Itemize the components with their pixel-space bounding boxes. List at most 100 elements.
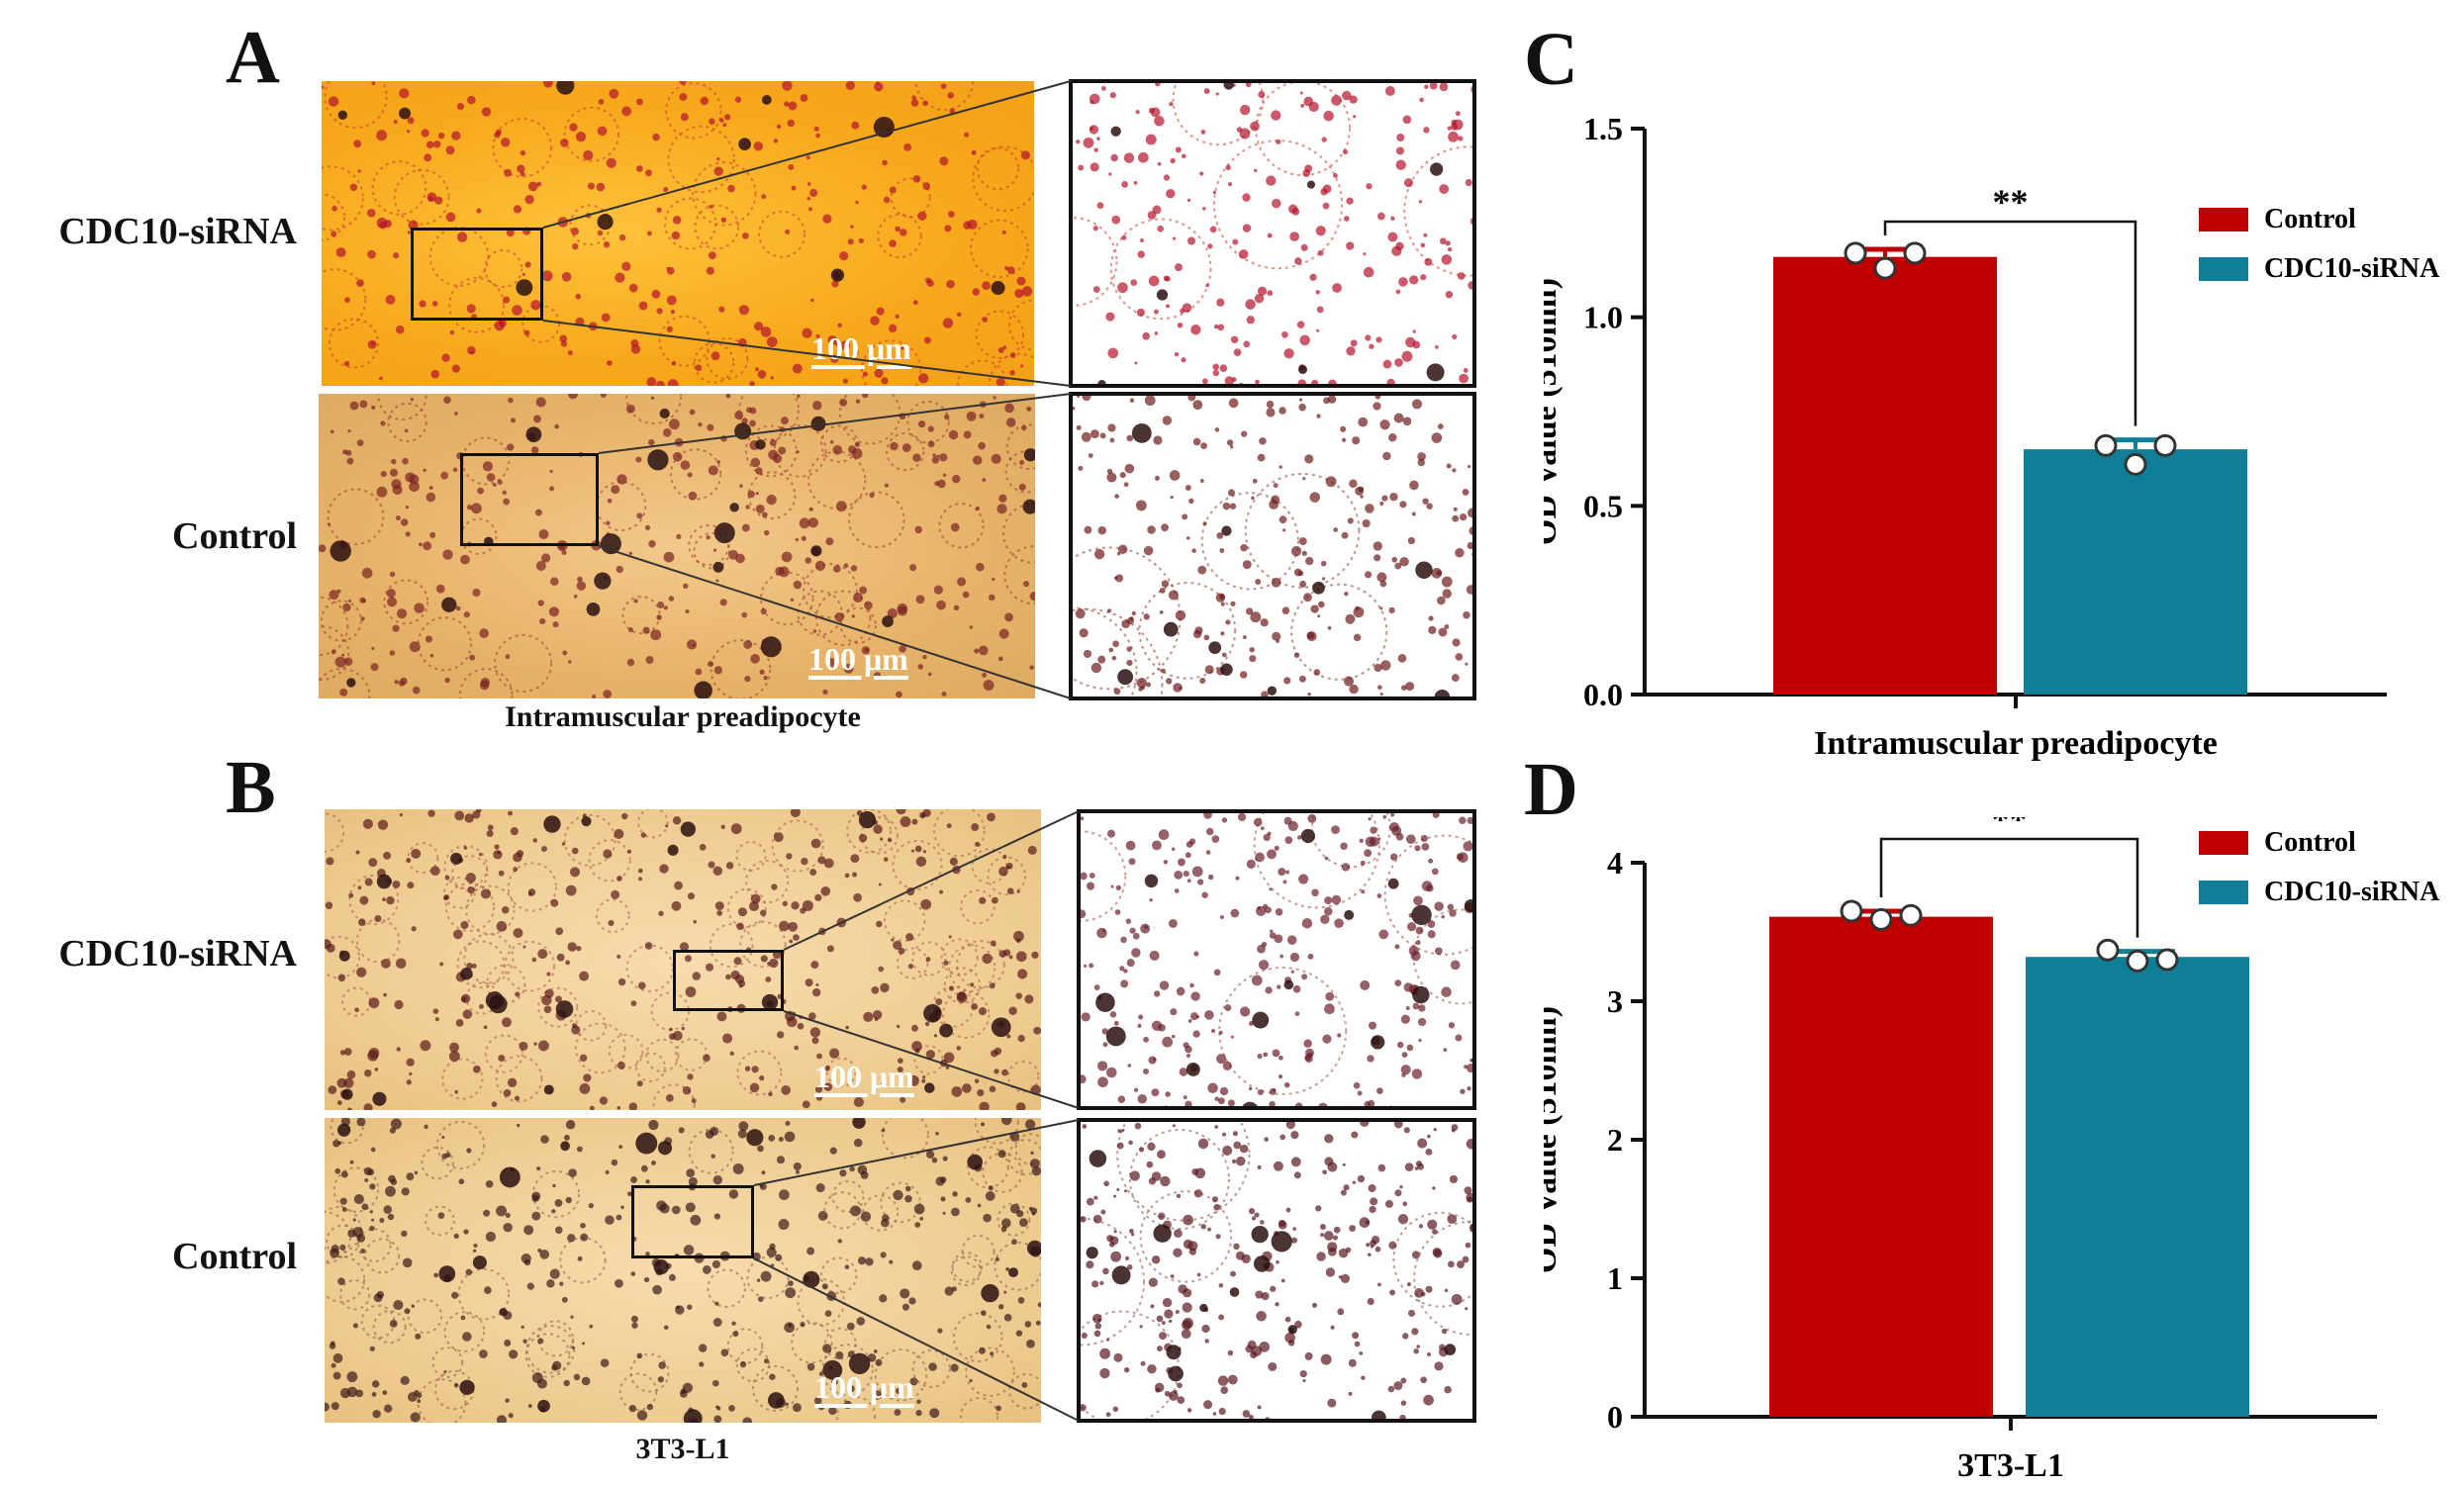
dark-particle [1153, 1224, 1172, 1243]
lipid-droplet [440, 471, 449, 480]
lipid-droplet [914, 1048, 920, 1054]
cell-outline [621, 596, 661, 635]
lipid-droplet [1105, 1412, 1111, 1418]
lipid-droplet [322, 85, 325, 89]
cell-outline [393, 168, 450, 226]
lipid-droplet [1256, 905, 1267, 917]
lipid-droplet [738, 305, 750, 316]
cell-outline [536, 1320, 574, 1357]
lipid-droplet [383, 1205, 393, 1214]
lipid-droplet [1411, 1069, 1423, 1079]
lipid-droplet [455, 1019, 464, 1027]
lipid-droplet [402, 1257, 413, 1268]
lipid-droplet [534, 509, 542, 516]
lipid-droplet [732, 1162, 744, 1174]
lipid-droplet [1316, 328, 1320, 332]
lipid-droplet [479, 1003, 484, 1009]
cell-outline [735, 840, 767, 872]
lipid-droplet [998, 494, 1007, 503]
lipid-droplet [1089, 125, 1099, 135]
dark-particle [729, 503, 739, 512]
lipid-droplet [1188, 838, 1196, 845]
lipid-droplet [703, 1265, 711, 1274]
lipid-droplet [580, 1222, 586, 1229]
lipid-droplet [1269, 887, 1273, 891]
lipid-droplet [572, 1023, 578, 1029]
lipid-droplet [828, 1048, 840, 1059]
lipid-droplet [1152, 840, 1162, 851]
lipid-droplet [646, 231, 652, 236]
dark-particle [1131, 422, 1152, 443]
lipid-droplet [715, 579, 719, 583]
lipid-droplet [1293, 652, 1300, 658]
lipid-droplet [1188, 498, 1194, 505]
lipid-droplet [714, 1301, 719, 1306]
panel-a-row2-label: Control [172, 515, 297, 557]
lipid-droplet [393, 252, 400, 259]
lipid-droplet [874, 368, 884, 378]
cell-outline [574, 1022, 626, 1074]
lipid-droplet [443, 1369, 447, 1373]
lipid-droplet [966, 411, 977, 421]
lipid-droplet [1307, 953, 1314, 960]
lipid-droplet [826, 1291, 837, 1301]
lipid-droplet [1278, 1219, 1286, 1228]
lipid-droplet [1124, 1255, 1130, 1260]
lipid-droplet [1245, 607, 1254, 615]
lipid-droplet [1161, 523, 1169, 532]
lipid-droplet [883, 196, 891, 204]
lipid-droplet [720, 435, 727, 442]
significance-bracket [1883, 220, 2137, 426]
lipid-droplet [750, 654, 760, 664]
lipid-droplet [1418, 1038, 1422, 1043]
lipid-droplet [1287, 820, 1298, 832]
lipid-droplet [1452, 514, 1460, 522]
lipid-droplet [1123, 482, 1129, 488]
lipid-droplet [1418, 1224, 1424, 1229]
lipid-droplet [760, 955, 768, 963]
lipid-droplet [1117, 1095, 1126, 1104]
lipid-droplet [621, 812, 628, 820]
lipid-droplet [1166, 304, 1171, 309]
cell-outline [982, 1152, 1023, 1193]
cell-outline [360, 1304, 396, 1340]
lipid-droplet [776, 1156, 786, 1164]
lipid-droplet [1230, 1270, 1237, 1277]
lipid-droplet [1297, 570, 1304, 577]
cell-outline [961, 1234, 995, 1268]
lipid-droplet [1112, 1406, 1119, 1413]
scale-bar-label: 100 μm [814, 1369, 914, 1405]
lipid-droplet [331, 1362, 336, 1368]
cell-outline [747, 471, 797, 520]
lipid-droplet [911, 1260, 922, 1271]
lipid-droplet [1379, 580, 1387, 588]
lipid-droplet [1432, 813, 1440, 819]
lipid-droplet [549, 486, 554, 492]
lipid-droplet [1218, 1314, 1225, 1321]
lipid-droplet [799, 1015, 803, 1019]
lipid-droplet [1186, 1408, 1192, 1413]
lipid-droplet [636, 98, 643, 106]
cell-outline [932, 985, 975, 1028]
lipid-droplet [1333, 1235, 1339, 1241]
lipid-droplet [1425, 1148, 1433, 1156]
lipid-droplet [630, 1176, 637, 1183]
dark-particle [1412, 985, 1430, 1004]
lipid-droplet [948, 429, 959, 440]
lipid-droplet [1269, 500, 1279, 510]
lipid-droplet [928, 1362, 937, 1371]
lipid-droplet [581, 1376, 591, 1386]
lipid-droplet [822, 689, 828, 696]
lipid-droplet [889, 239, 897, 247]
lipid-droplet [1439, 184, 1450, 194]
cell-outline [637, 809, 669, 839]
lipid-droplet [1165, 1091, 1171, 1097]
lipid-droplet [1382, 451, 1391, 461]
lipid-droplet [551, 1364, 558, 1371]
lipid-droplet [1073, 407, 1076, 411]
lipid-droplet [1410, 951, 1421, 962]
lipid-droplet [1441, 915, 1445, 919]
lipid-droplet [588, 322, 598, 331]
lipid-droplet [785, 1287, 797, 1299]
